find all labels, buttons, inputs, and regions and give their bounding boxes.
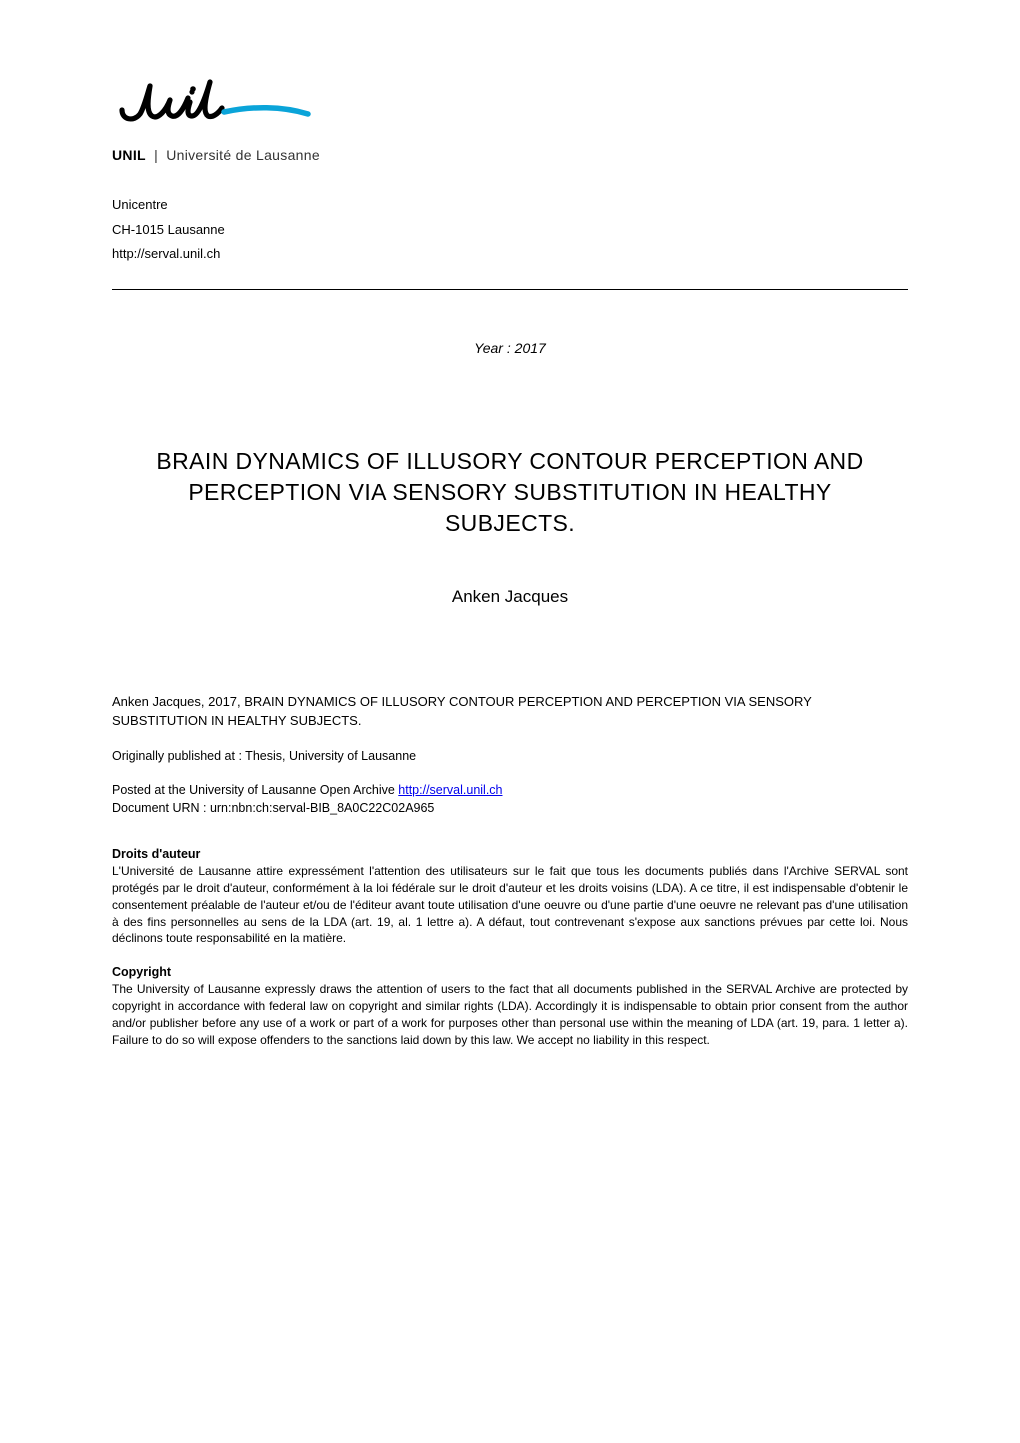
droits-body: L'Université de Lausanne attire expressé… — [112, 863, 908, 947]
meta-line-3: http://serval.unil.ch — [112, 242, 908, 267]
copyright-heading: Copyright — [112, 965, 908, 979]
archive-line-1-pre: Posted at the University of Lausanne Ope… — [112, 783, 398, 797]
logo-block: UNIL | Université de Lausanne — [112, 72, 908, 163]
author-name: Anken Jacques — [112, 587, 908, 607]
year-line: Year : 2017 — [112, 340, 908, 356]
copyright-section: Copyright The University of Lausanne exp… — [112, 965, 908, 1048]
horizontal-divider — [112, 289, 908, 290]
cover-page: UNIL | Université de Lausanne Unicentre … — [0, 0, 1020, 1443]
logo-subtitle: UNIL | Université de Lausanne — [112, 147, 908, 163]
document-title: BRAIN DYNAMICS OF ILLUSORY CONTOUR PERCE… — [140, 446, 880, 539]
copyright-body: The University of Lausanne expressly dra… — [112, 981, 908, 1048]
originally-published: Originally published at : Thesis, Univer… — [112, 749, 908, 763]
unil-script-logo — [112, 72, 312, 141]
droits-heading: Droits d'auteur — [112, 847, 908, 861]
archive-link[interactable]: http://serval.unil.ch — [398, 783, 502, 797]
meta-line-1: Unicentre — [112, 193, 908, 218]
institution-meta: Unicentre CH-1015 Lausanne http://serval… — [112, 193, 908, 267]
archive-line-2: Document URN : urn:nbn:ch:serval-BIB_8A0… — [112, 799, 908, 817]
logo-subtitle-sep: | — [154, 147, 158, 163]
logo-subtitle-bold: UNIL — [112, 147, 146, 163]
year-value: 2017 — [515, 340, 546, 356]
meta-line-2: CH-1015 Lausanne — [112, 218, 908, 243]
year-label: Year : — [474, 340, 511, 356]
archive-block: Posted at the University of Lausanne Ope… — [112, 781, 908, 817]
citation-text: Anken Jacques, 2017, BRAIN DYNAMICS OF I… — [112, 693, 908, 731]
logo-subtitle-light: Université de Lausanne — [166, 147, 320, 163]
droits-section: Droits d'auteur L'Université de Lausanne… — [112, 847, 908, 947]
archive-line-1: Posted at the University of Lausanne Ope… — [112, 781, 908, 799]
